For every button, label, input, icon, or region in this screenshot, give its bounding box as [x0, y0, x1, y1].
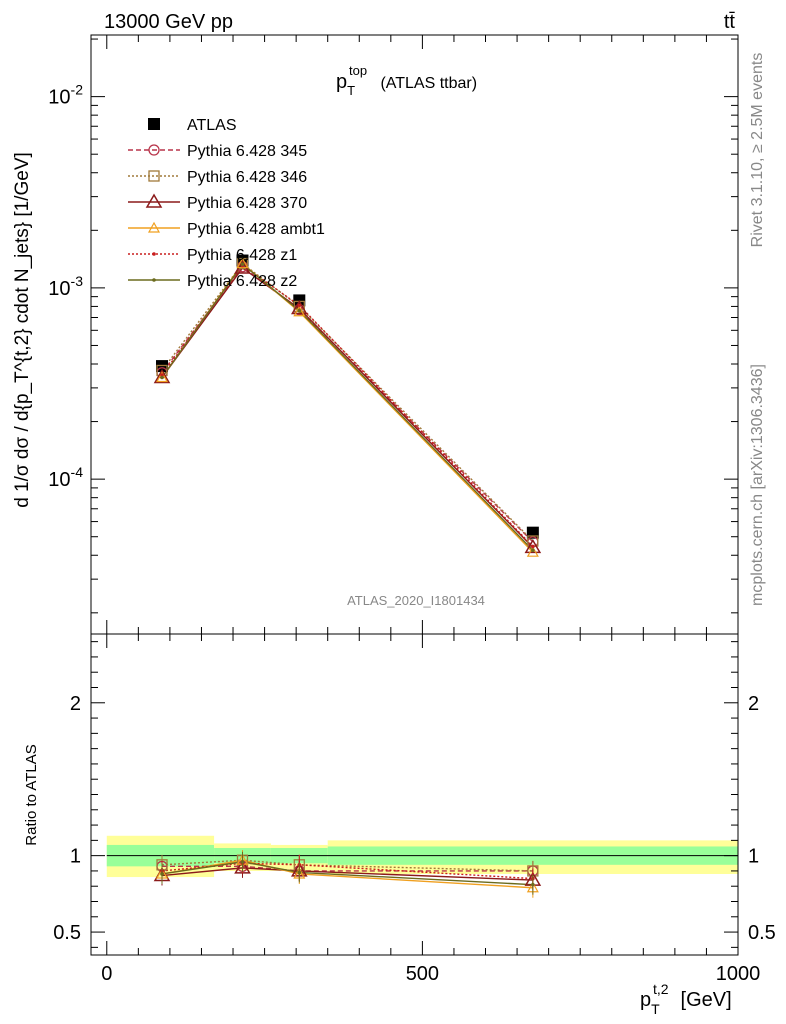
legend-label-1: Pythia 6.428 345 — [187, 143, 307, 160]
ratio-series-line-0 — [162, 865, 533, 872]
upper-series-line-1 — [161, 265, 534, 543]
lower-ytick-label-right-1: 1 — [748, 846, 759, 868]
lower-ytick-label-2: 2 — [70, 693, 81, 715]
lower-ylabel: Ratio to ATLAS — [23, 744, 40, 845]
upper-ylabel: d 1/σ dσ / d{p_T^{t,2} cdot N_jets} [1/G… — [12, 152, 33, 508]
upper-point-5-2 — [297, 303, 302, 308]
lower-ytick-label-0: 0.5 — [53, 922, 81, 944]
upper-ytick-label-0: 10-2 — [48, 82, 83, 109]
legend-marker-1 — [148, 144, 160, 156]
upper-series-line-4 — [161, 262, 534, 553]
upper-point-4-1 — [236, 257, 249, 269]
upper-point-6-1 — [240, 262, 245, 266]
legend-label-3: Pythia 6.428 370 — [187, 195, 307, 212]
upper-point-5-3 — [531, 544, 535, 549]
upper-ytick-label-2: 10-4 — [48, 464, 83, 491]
rivet-version-label: Rivet 3.1.10, ≥ 2.5M events — [749, 53, 766, 248]
lower-ytick-label-right-2: 2 — [748, 693, 759, 715]
mcplots-label: mcplots.cern.ch [arXiv:1306.3436] — [749, 364, 766, 606]
lower-frame — [90, 633, 739, 956]
legend-label-6: Pythia 6.428 z2 — [187, 273, 297, 290]
ratio-series-line-2 — [161, 867, 533, 881]
ratio-point-5-2 — [297, 870, 302, 875]
upper-point-4-3 — [526, 545, 539, 557]
upper-point-3-3 — [524, 538, 542, 554]
ratio-series-line-5 — [161, 861, 533, 886]
legend-marker-6 — [152, 278, 156, 282]
legend-marker-4 — [147, 221, 161, 233]
upper-point-3-2 — [290, 300, 308, 315]
analysis-id: ATLAS_2020_I1801434 — [347, 593, 485, 608]
upper-point-4-2 — [293, 305, 306, 317]
upper-point-6-2 — [297, 308, 302, 313]
ratio-point-5-1 — [240, 859, 245, 864]
legend-label-2: Pythia 6.428 346 — [187, 169, 307, 186]
upper-point-6-3 — [531, 548, 535, 553]
legend-marker-2 — [148, 170, 160, 182]
xtick-label-0: 0 — [101, 963, 112, 985]
process-label: tt̄ — [724, 11, 736, 33]
upper-point-4-0 — [155, 371, 169, 383]
legend-marker-3 — [145, 193, 163, 208]
ratio-point-5-3 — [531, 882, 535, 887]
lower-ytick-label-right-0: 0.5 — [748, 922, 776, 944]
energy-label: 13000 GeV pp — [104, 11, 233, 33]
upper-point-3-0 — [153, 369, 171, 384]
ratio-series-line-4 — [161, 862, 533, 880]
lower-ytick-label-1: 1 — [70, 846, 81, 868]
xtick-label-1: 500 — [406, 963, 439, 985]
legend-label-4: Pythia 6.428 ambt1 — [187, 221, 325, 238]
ratio-point-5-0 — [160, 872, 164, 876]
xtick-label-2: 1000 — [716, 963, 761, 985]
upper-title: pTtop (ATLAS ttbar) — [336, 63, 477, 98]
legend-marker-0 — [148, 118, 160, 130]
upper-series-line-5 — [161, 264, 534, 547]
upper-point-6-0 — [160, 375, 164, 380]
legend-label-0: ATLAS — [187, 117, 237, 134]
upper-series-line-3 — [161, 267, 534, 548]
upper-series-line-6 — [161, 263, 534, 551]
upper-ytick-label-1: 10-3 — [48, 273, 83, 300]
xaxis-label: pTt,2 [GeV] — [640, 981, 732, 1017]
ratio-series-line-1 — [161, 859, 533, 872]
legend-label-5: Pythia 6.428 z1 — [187, 247, 297, 264]
upper-series-line-2 — [161, 262, 534, 542]
legend-marker-5 — [152, 252, 156, 256]
